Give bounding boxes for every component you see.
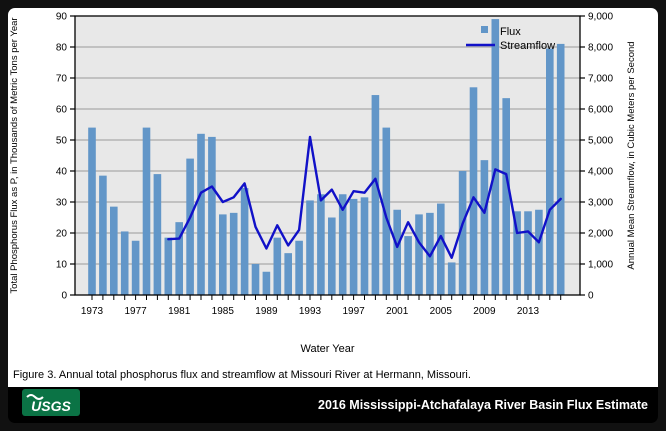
report-title: 2016 Mississippi-Atchafalaya River Basin… (318, 398, 648, 412)
flux-bar-1997 (349, 198, 358, 295)
x-tick-label: 2013 (517, 306, 540, 317)
flux-bar-2009 (480, 160, 489, 295)
flux-bar-2014 (535, 209, 543, 295)
flux-bar-2007 (458, 171, 467, 295)
right-tick-label: 4,000 (588, 167, 613, 178)
right-tick-label: 0 (588, 291, 594, 302)
right-tick-label: 2,000 (588, 229, 613, 240)
x-tick-label: 2005 (430, 306, 453, 317)
usgs-wave-icon (26, 394, 44, 400)
flux-bar-1992 (295, 240, 303, 295)
flux-bar-2000 (382, 127, 391, 295)
figure-caption: Figure 3. Annual total phosphorus flux a… (13, 369, 471, 381)
flux-bar-1990 (273, 237, 282, 295)
left-tick-label: 80 (56, 43, 68, 54)
flux-bar-1973 (88, 127, 96, 295)
x-tick-label: 2001 (386, 306, 409, 317)
right-axis-title: Annual Mean Streamflow, in Cubic Meters … (626, 41, 637, 269)
x-tick-label: 1977 (124, 306, 147, 317)
left-tick-label: 40 (56, 167, 68, 178)
x-tick-label: 2009 (473, 306, 496, 317)
left-axis-title: Total Phosphorus Flux as P, in Thousands… (9, 17, 20, 293)
flux-bar-1983 (197, 133, 205, 295)
flux-bar-1994 (317, 194, 325, 295)
flux-bar-2012 (513, 211, 521, 295)
flux-bar-2016 (556, 43, 565, 296)
left-tick-label: 10 (56, 260, 68, 271)
flux-bar-1985 (219, 214, 227, 295)
flux-bar-1989 (262, 271, 271, 295)
legend-streamflow-label: Streamflow (500, 40, 555, 52)
flux-bar-1991 (284, 253, 292, 295)
flux-bar-1975 (110, 206, 118, 295)
right-tick-label: 3,000 (588, 198, 613, 209)
flux-bar-1986 (229, 212, 238, 295)
flux-bar-1982 (186, 158, 194, 295)
flux-bar-1977 (131, 240, 140, 295)
left-tick-label: 0 (61, 291, 67, 302)
x-axis-title: Water Year (300, 343, 354, 355)
right-tick-label: 6,000 (588, 105, 613, 116)
footer-bar: USGS 2016 Mississippi-Atchafalaya River … (8, 387, 658, 423)
flux-bar-1995 (328, 217, 336, 295)
legend-flux-marker (481, 26, 488, 33)
right-tick-label: 5,000 (588, 136, 613, 147)
flux-bar-1980 (164, 237, 173, 295)
flux-bar-2001 (393, 209, 401, 295)
x-tick-label: 1973 (81, 306, 104, 317)
right-tick-label: 1,000 (588, 260, 613, 271)
right-tick-label: 7,000 (588, 74, 613, 85)
left-tick-label: 20 (56, 229, 68, 240)
flux-bar-1978 (142, 127, 151, 295)
flux-bar-1999 (371, 95, 380, 295)
flux-bar-1988 (251, 264, 260, 295)
left-tick-label: 30 (56, 198, 68, 209)
x-tick-label: 1993 (299, 306, 322, 317)
flux-bar-2003 (415, 214, 423, 295)
usgs-logo-text: USGS (31, 398, 71, 414)
flux-bar-2015 (546, 48, 554, 295)
plot-frame (74, 15, 581, 296)
flux-bar-1979 (153, 174, 162, 295)
x-tick-label: 1989 (255, 306, 278, 317)
legend-flux-label: Flux (500, 26, 521, 38)
left-tick-label: 60 (56, 105, 68, 116)
flux-bar-1998 (360, 197, 369, 295)
streamflow-line (167, 135, 562, 259)
left-tick-label: 90 (56, 12, 68, 23)
flux-bar-2010 (491, 19, 500, 295)
flux-bar-2013 (524, 211, 532, 295)
right-tick-label: 8,000 (588, 43, 613, 54)
flux-streamflow-chart: 0 10 20 30 40 50 60 70 80 90 0 1,000 2,000 3,000 4,000… (9, 12, 637, 356)
x-tick-label: 1985 (212, 306, 235, 317)
right-tick-label: 9,000 (588, 12, 613, 23)
flux-bar-1987 (240, 188, 249, 295)
usgs-logo: USGS (22, 389, 80, 421)
left-tick-label: 70 (56, 74, 68, 85)
flux-bar-2006 (447, 262, 456, 295)
x-tick-label: 1981 (168, 306, 191, 317)
flux-bar-2008 (469, 87, 478, 295)
flux-bar-1976 (120, 231, 129, 295)
left-tick-label: 50 (56, 136, 68, 147)
flux-bar-1993 (306, 200, 314, 295)
flux-bar-1984 (208, 136, 216, 295)
usgs-logo-graphic: USGS (22, 389, 80, 416)
flux-bar-2011 (502, 98, 510, 296)
flux-bar-2005 (437, 203, 445, 295)
flux-bar-1974 (99, 175, 107, 295)
x-tick-label: 1997 (342, 306, 365, 317)
flux-bar-1996 (338, 194, 347, 295)
flux-bar-1981 (175, 222, 183, 295)
flux-bar-2002 (404, 236, 412, 295)
